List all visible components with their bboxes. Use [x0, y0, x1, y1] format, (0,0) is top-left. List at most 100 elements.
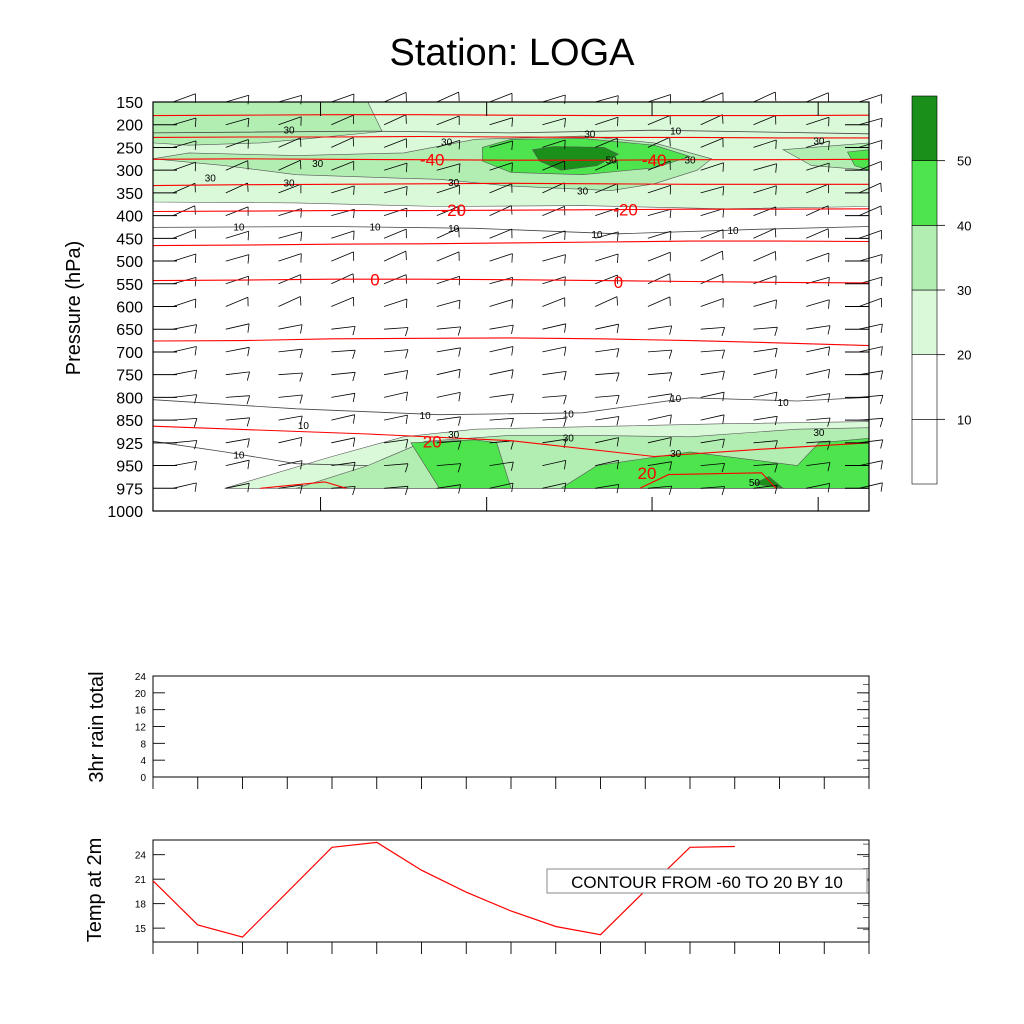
wind-barb-flag [458, 300, 461, 310]
temp-2m-panel: 15 18 21 24 Temp at 2m CONTOUR FROM -60 TO … [84, 838, 870, 954]
wind-barb-shaft [278, 394, 303, 398]
wind-barb-shaft [595, 484, 619, 489]
wind-barb-shaft [806, 299, 830, 307]
wind-barb-shaft [858, 346, 883, 353]
wind-barb-flag [458, 185, 461, 195]
wind-barb-flag [564, 482, 567, 492]
wind-contour-label: 30 [584, 129, 596, 140]
wind-contour-label: 30 [441, 138, 453, 149]
wind-barb-shaft [542, 117, 566, 126]
wind-barb [383, 250, 407, 262]
wind-barb [595, 231, 619, 241]
wind-barb-shaft [384, 370, 408, 376]
wind-barb-flag [774, 463, 778, 473]
wind-barb [383, 298, 408, 309]
wind-barb-flag [564, 254, 566, 264]
wind-barb [700, 208, 724, 218]
wind-barb-flag [775, 185, 777, 195]
wind-barb-shaft [384, 463, 409, 466]
pressure-axis-label: Pressure (hPa) [63, 241, 85, 376]
wind-barb-flag [352, 273, 355, 283]
wind-barb-flag [721, 486, 725, 496]
wind-barb [806, 92, 829, 103]
wind-barb-shaft [647, 414, 672, 421]
wind-contour-label: 30 [448, 430, 460, 441]
wind-barb-shaft [436, 163, 461, 171]
wind-barb-shaft [436, 392, 461, 398]
wind-barb-shaft [225, 230, 249, 239]
wind-barb [278, 324, 303, 334]
y-tick-label: 700 [116, 345, 143, 362]
wind-barb [436, 227, 460, 239]
wind-barb-flag [194, 482, 197, 492]
wind-barb [436, 251, 460, 262]
wind-barb-flag [510, 440, 514, 450]
wind-barb-shaft [225, 254, 250, 262]
wind-barb-flag [880, 395, 884, 405]
temp-contour-label: -40 [420, 150, 445, 169]
wind-barb-flag [880, 482, 883, 492]
wind-barb-flag [880, 370, 884, 380]
wind-barb-flag [669, 437, 672, 447]
wind-barb [700, 414, 725, 424]
wind-barb [806, 228, 829, 239]
wind-barb-flag [880, 439, 884, 449]
wind-barb [383, 114, 407, 126]
wind-barb-shaft [647, 393, 672, 398]
wind-barb [331, 185, 355, 195]
y-tick-label: 15 [135, 924, 147, 935]
wind-barb-flag [828, 163, 830, 173]
wind-barb-flag [458, 92, 460, 102]
wind-barb-shaft [858, 370, 883, 376]
wind-barb-flag [352, 326, 356, 336]
wind-barb [595, 274, 618, 285]
wind-barb [700, 162, 724, 172]
wind-barb [331, 230, 355, 240]
wind-barb-flag [457, 326, 462, 336]
wind-barb-shaft [331, 185, 355, 194]
wind-barb-flag [721, 463, 725, 473]
wind-barb-flag [669, 461, 672, 471]
wind-barb [753, 251, 777, 262]
wind-barb-shaft [542, 438, 567, 444]
wind-barb [225, 254, 250, 264]
wind-barb-shaft [806, 252, 830, 262]
wind-barb-flag [616, 395, 620, 405]
wind-barb-shaft [331, 437, 355, 444]
wind-barb-shaft [647, 372, 672, 376]
temp-contour-line [639, 472, 777, 489]
wind-barb-flag [194, 370, 197, 379]
wind-barb [806, 162, 830, 173]
wind-barb [858, 297, 882, 308]
wind-barb [858, 394, 884, 405]
wind-barb-shaft [647, 296, 671, 307]
wind-barb-shaft [489, 162, 513, 171]
wind-barb-flag [247, 231, 250, 241]
wind-barb-shaft [542, 395, 567, 398]
wind-barb-shaft [700, 92, 724, 103]
wind-barb-flag [405, 391, 408, 401]
wind-barb [647, 137, 671, 148]
wind-barb-shaft [172, 461, 197, 466]
wind-barb-shaft [858, 140, 883, 148]
wind-contour-label: 10 [778, 398, 790, 409]
wind-barb [436, 347, 461, 357]
wind-barb-shaft [172, 346, 197, 353]
wind-barb [595, 137, 618, 148]
temp-contour-label: -20 [613, 201, 638, 220]
wind-barb-flag [616, 296, 618, 306]
wind-barb-flag [880, 323, 883, 333]
wind-barb-shaft [700, 208, 724, 216]
wind-barb [806, 299, 830, 309]
wind-contour-label: 10 [369, 223, 381, 234]
wind-barb-shaft [383, 207, 408, 216]
wind-contour-label: 30 [205, 173, 217, 184]
wind-contour-label: 30 [684, 156, 696, 167]
wind-barb [331, 437, 356, 447]
wind-barb [384, 327, 409, 337]
wind-barb [436, 416, 461, 426]
wind-barb-flag [564, 346, 567, 356]
wind-barb [806, 183, 829, 194]
wind-barb-flag [827, 325, 831, 335]
wind-barb-shaft [753, 391, 777, 398]
